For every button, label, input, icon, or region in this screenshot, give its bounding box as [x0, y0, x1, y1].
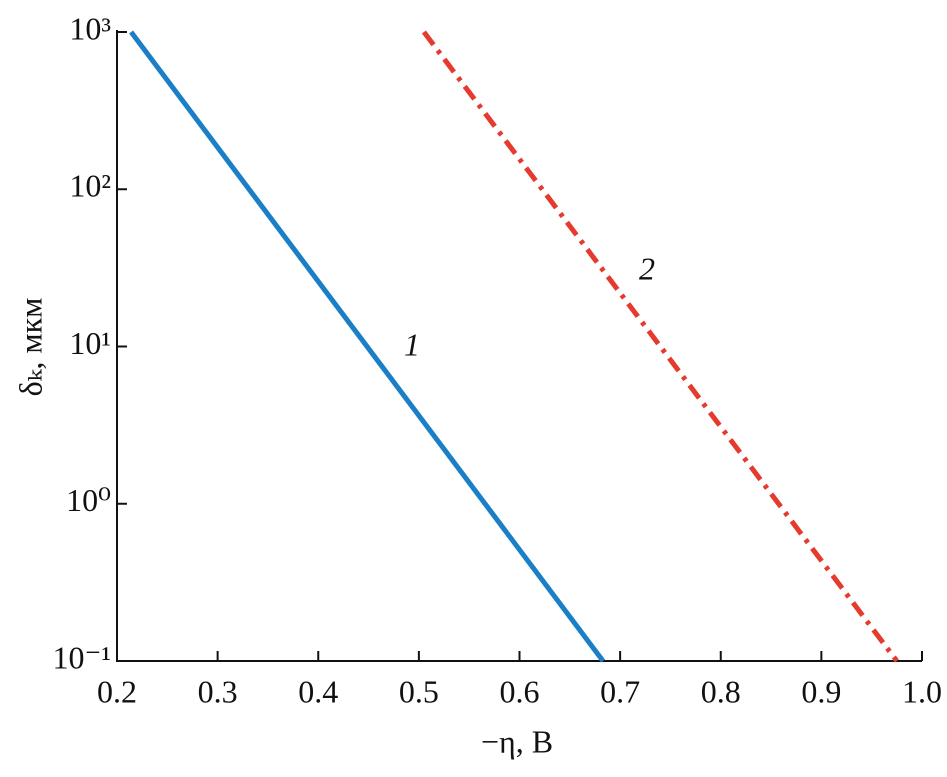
y-tick-label: 10¹ — [69, 325, 111, 361]
x-tick-label: 1.0 — [902, 673, 942, 709]
y-tick-label: 10³ — [69, 10, 111, 46]
x-tick-label: 0.6 — [500, 673, 540, 709]
y-tick-label: 10² — [69, 168, 111, 204]
x-tick-label: 0.7 — [600, 673, 640, 709]
x-tick-label: 0.8 — [701, 673, 741, 709]
data-line — [421, 30, 899, 663]
y-tick-label: 10⁰ — [66, 482, 111, 518]
data-line — [129, 30, 606, 663]
y-axis-label: δₖ, мкм — [12, 298, 48, 397]
curve-label: 2 — [639, 250, 655, 286]
x-axis-label: −η, В — [481, 723, 553, 759]
x-tick-label: 0.5 — [399, 673, 439, 709]
curve-label: 1 — [404, 326, 420, 362]
y-tick-label: 10⁻¹ — [53, 639, 111, 675]
x-tick-label: 0.3 — [198, 673, 238, 709]
x-tick-label: 0.4 — [298, 673, 338, 709]
x-tick-label: 0.2 — [97, 673, 137, 709]
x-tick-label: 0.9 — [801, 673, 841, 709]
